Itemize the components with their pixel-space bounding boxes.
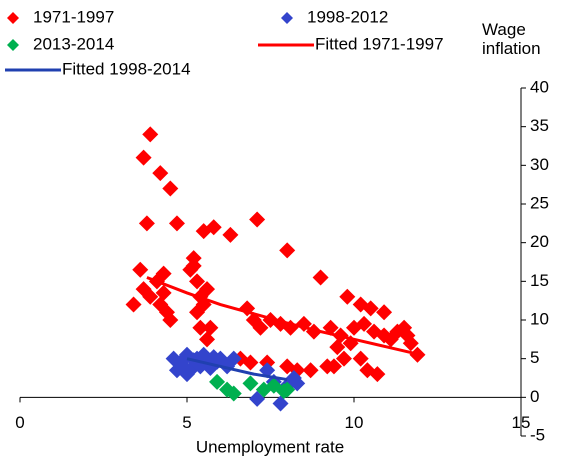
point	[369, 366, 386, 383]
x-tick-label: 10	[345, 413, 364, 432]
point	[192, 319, 209, 336]
point	[125, 296, 142, 313]
point	[376, 304, 393, 321]
point	[162, 180, 179, 197]
point	[335, 350, 352, 367]
point	[142, 126, 159, 143]
legend-label: 1971-1997	[33, 7, 114, 26]
point	[199, 281, 216, 298]
point	[252, 319, 269, 336]
point	[356, 315, 373, 332]
y-tick-label: 0	[530, 387, 539, 406]
x-tick-label: 5	[182, 413, 191, 432]
y-tick-label: -5	[530, 425, 545, 444]
legend-marker	[7, 39, 19, 51]
y-tick-label: 10	[530, 309, 549, 328]
point	[279, 242, 296, 259]
point	[329, 339, 346, 356]
point	[325, 358, 342, 375]
point	[352, 350, 369, 367]
point	[289, 375, 306, 392]
point	[339, 288, 356, 305]
point	[135, 149, 152, 166]
y-axis-title: Wage inflation	[482, 20, 541, 58]
point	[249, 211, 266, 228]
legend-label: Fitted 1971-1997	[315, 34, 444, 53]
legend-marker	[7, 12, 19, 24]
y-tick-label: 20	[530, 232, 549, 251]
legend-label: 1998-2012	[307, 7, 388, 26]
point	[132, 261, 149, 278]
point	[179, 366, 195, 383]
point	[242, 375, 259, 392]
point	[202, 319, 219, 336]
point	[199, 331, 216, 348]
y-tick-label: 35	[530, 116, 549, 135]
point	[152, 165, 169, 182]
y-tick-label: 30	[530, 155, 549, 174]
y-tick-label: 40	[530, 77, 549, 96]
legend-label: 2013-2014	[33, 34, 114, 53]
point	[189, 273, 206, 290]
y-tick-label: 15	[530, 271, 549, 290]
point	[209, 373, 226, 390]
point	[302, 362, 319, 379]
point	[272, 395, 289, 412]
point	[399, 327, 416, 344]
point	[222, 226, 239, 243]
point	[205, 219, 222, 236]
point	[362, 300, 379, 317]
point	[189, 304, 206, 321]
x-tick-label: 0	[15, 413, 24, 432]
point	[155, 265, 172, 282]
legend-marker	[281, 12, 293, 24]
point	[279, 381, 296, 398]
point	[225, 350, 242, 367]
fitted-line	[146, 276, 422, 357]
point	[225, 385, 242, 402]
point	[138, 215, 155, 232]
point	[162, 312, 179, 328]
x-tick-label: 15	[512, 413, 531, 432]
point	[185, 257, 202, 274]
y-tick-label: 25	[530, 193, 549, 212]
point	[312, 269, 329, 286]
point	[168, 215, 185, 232]
legend-label: Fitted 1998-2014	[62, 59, 191, 78]
fitted-line	[186, 357, 288, 382]
y-tick-label: 5	[530, 348, 539, 367]
point	[142, 288, 159, 305]
point	[155, 284, 172, 301]
x-axis-title: Unemployment rate	[196, 437, 344, 456]
